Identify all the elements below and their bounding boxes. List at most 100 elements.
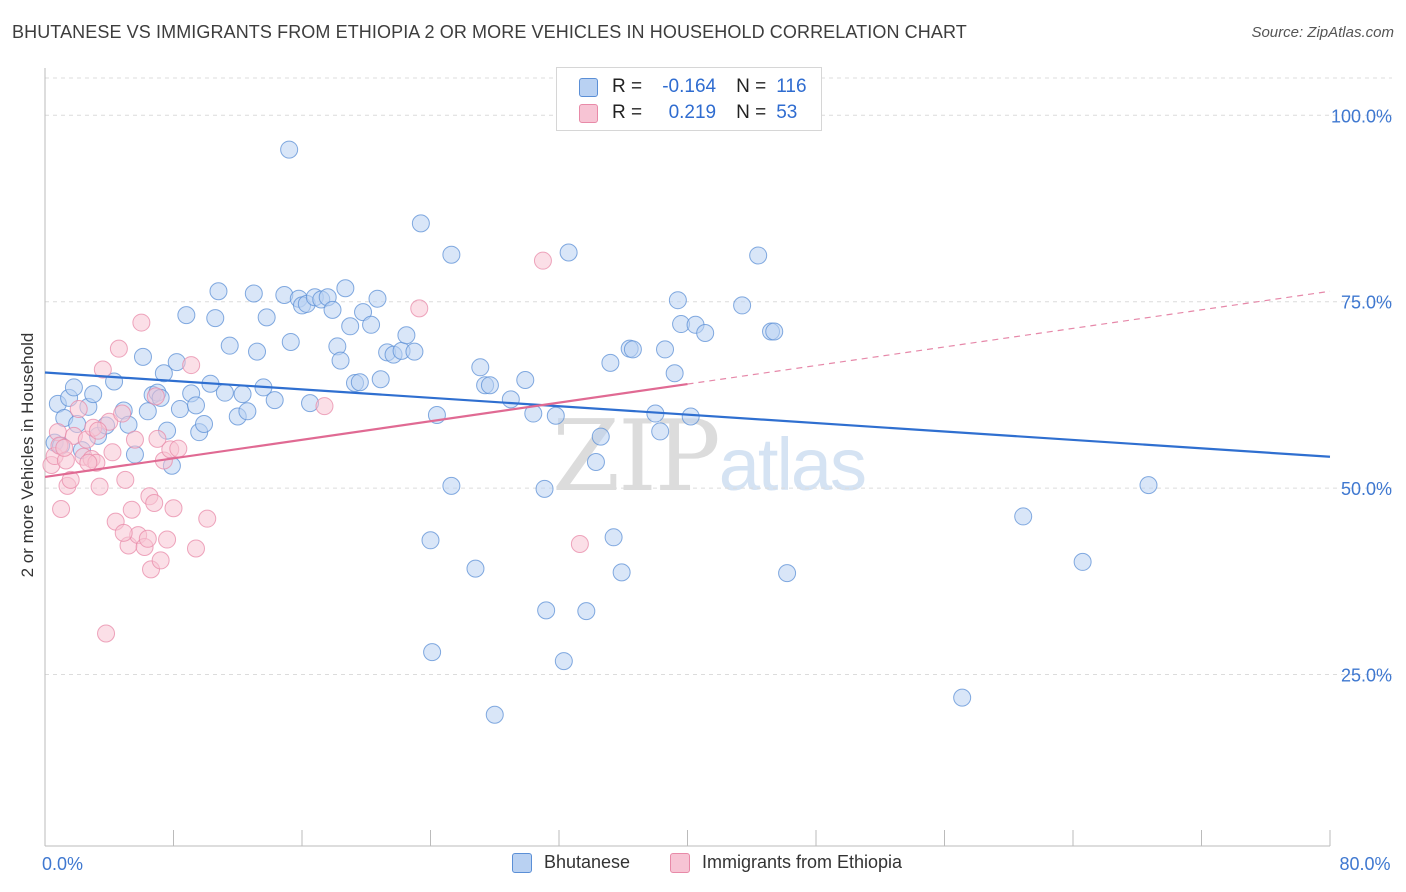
data-point — [84, 385, 103, 404]
data-point — [195, 414, 214, 433]
data-point — [604, 528, 623, 547]
data-point — [651, 422, 670, 441]
data-point — [354, 303, 373, 322]
trend-line-bhutanese — [44, 371, 1331, 458]
stats-swatch-ethiopia — [579, 103, 598, 123]
data-point — [164, 499, 183, 518]
data-point — [125, 430, 144, 449]
data-point — [220, 336, 239, 355]
data-point — [733, 296, 752, 315]
data-point — [953, 688, 972, 707]
data-point — [471, 358, 490, 377]
data-point — [1014, 507, 1033, 526]
data-point — [93, 360, 112, 379]
data-point — [405, 342, 424, 361]
data-point — [601, 353, 620, 372]
legend-item-bhutanese[interactable]: Bhutanese — [512, 852, 630, 873]
data-point — [765, 322, 784, 341]
data-point — [89, 421, 108, 440]
data-point — [158, 530, 177, 549]
chart-title: BHUTANESE VS IMMIGRANTS FROM ETHIOPIA 2 … — [12, 22, 967, 42]
x-tick-label: 0.0% — [42, 854, 83, 874]
n-value-bhutanese: 116 — [776, 76, 807, 97]
data-point — [151, 551, 170, 570]
n-value-ethiopia: 53 — [776, 102, 798, 123]
y-tick-label: 25.0% — [1341, 666, 1392, 686]
data-point — [116, 470, 135, 489]
data-point — [52, 499, 71, 518]
r-value-ethiopia: 0.219 — [668, 102, 717, 123]
data-point — [516, 370, 535, 389]
data-point — [1139, 476, 1158, 495]
data-point — [248, 342, 267, 361]
data-point — [206, 309, 225, 328]
data-point — [257, 308, 276, 327]
data-point — [177, 306, 196, 325]
data-point — [331, 351, 350, 370]
data-point — [411, 214, 430, 233]
data-point — [341, 317, 360, 336]
data-point — [167, 353, 186, 372]
data-point — [186, 396, 205, 415]
data-point — [146, 387, 165, 406]
data-point — [90, 477, 109, 496]
data-point — [442, 476, 461, 495]
data-point — [350, 373, 369, 392]
data-point — [533, 251, 552, 270]
x-tick-label: 80.0% — [1339, 854, 1390, 874]
data-point — [69, 400, 88, 419]
data-point — [623, 340, 642, 359]
data-point — [61, 470, 80, 489]
data-point — [132, 313, 151, 332]
stats-row-bhutanese: R = -0.164 N = 116 — [579, 75, 807, 99]
data-point — [154, 364, 173, 383]
data-point — [656, 340, 675, 359]
data-point — [113, 404, 132, 423]
data-point — [182, 356, 201, 375]
data-point — [315, 397, 334, 416]
data-point — [186, 539, 205, 558]
n-label: N = — [736, 102, 767, 123]
data-point — [145, 494, 164, 513]
data-point — [586, 453, 605, 471]
data-point — [55, 438, 74, 457]
data-point — [170, 400, 189, 419]
data-point — [559, 243, 578, 262]
data-point — [485, 705, 504, 724]
source-label: Source: ZipAtlas.com — [1251, 24, 1394, 41]
data-point — [570, 535, 589, 554]
trend-line-ethiopia — [44, 382, 688, 479]
trend-line-ethiopia-extension — [687, 290, 1331, 385]
legend-label-ethiopia: Immigrants from Ethiopia — [702, 852, 903, 872]
data-point — [1073, 552, 1092, 571]
legend-swatch-bhutanese — [512, 852, 532, 873]
data-point — [749, 246, 768, 265]
data-point — [114, 523, 133, 542]
data-point — [138, 402, 157, 421]
data-point — [423, 643, 442, 662]
series-ethiopia — [42, 251, 589, 643]
n-label: N = — [736, 76, 767, 97]
data-point — [198, 509, 217, 528]
data-point — [238, 402, 257, 421]
data-point — [362, 315, 381, 334]
data-point — [209, 282, 228, 301]
data-point — [480, 376, 499, 395]
data-point — [696, 324, 715, 343]
y-tick-label: 50.0% — [1341, 479, 1392, 499]
data-point — [244, 284, 263, 303]
data-point — [681, 407, 700, 426]
data-point — [778, 564, 797, 583]
data-point — [138, 529, 157, 548]
r-value-bhutanese: -0.164 — [662, 76, 717, 97]
stats-box: R = -0.164 N = 116 R = 0.219 N = 53 — [556, 67, 822, 131]
data-point — [64, 378, 83, 397]
data-point — [612, 563, 631, 582]
data-point — [442, 245, 461, 264]
data-point — [668, 291, 687, 310]
data-point — [554, 652, 573, 671]
data-point — [546, 406, 565, 425]
stats-row-ethiopia: R = 0.219 N = 53 — [579, 101, 797, 125]
legend-item-ethiopia[interactable]: Immigrants from Ethiopia — [670, 852, 902, 873]
